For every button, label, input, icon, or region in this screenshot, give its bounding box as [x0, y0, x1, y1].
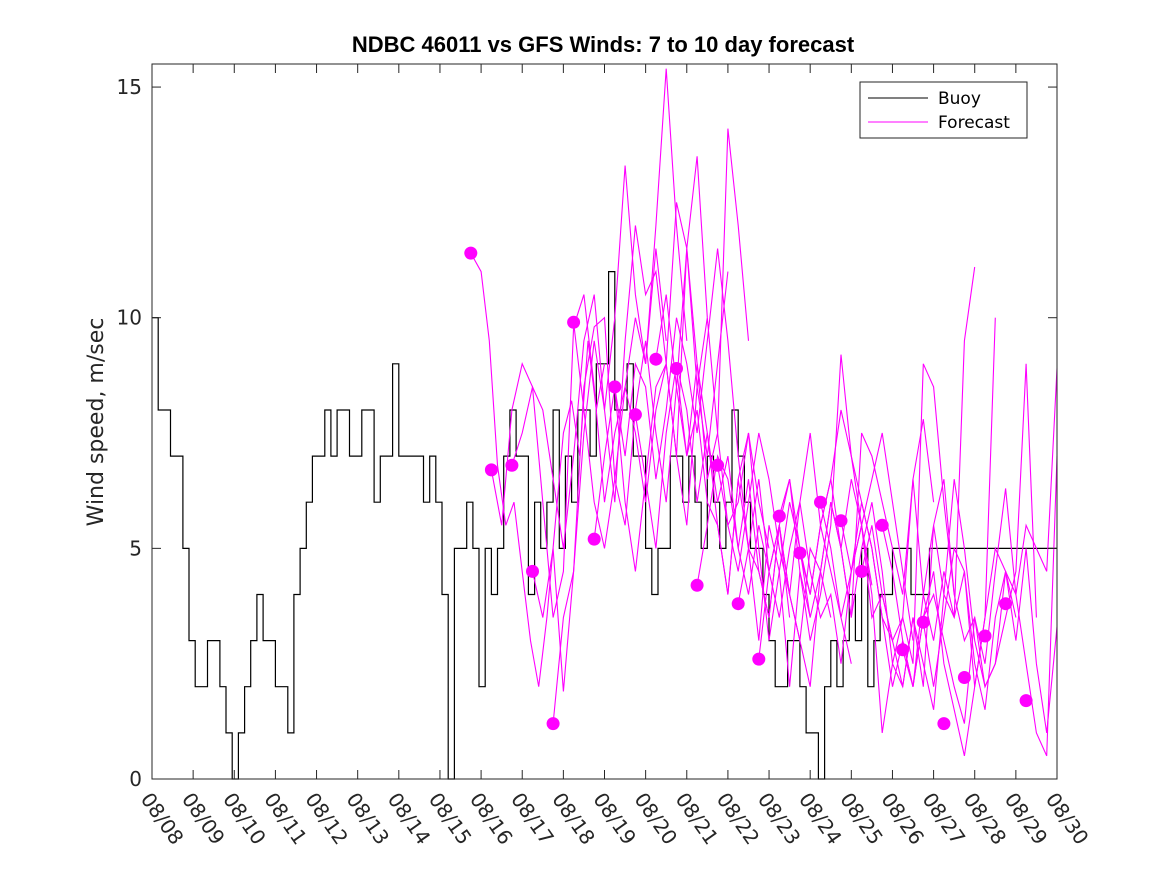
x-tick-label: 08/30	[1041, 788, 1094, 849]
forecast-marker	[690, 578, 704, 592]
plot-area: 05101508/0808/0908/1008/1108/1208/1308/1…	[117, 63, 1094, 849]
forecast-marker	[464, 246, 478, 260]
x-tick-label: 08/20	[630, 788, 683, 849]
legend: Buoy Forecast	[859, 81, 1028, 139]
forecast-marker	[567, 315, 581, 329]
x-tick-label: 08/12	[300, 788, 353, 849]
forecast-marker	[505, 458, 519, 472]
x-tick-label: 08/21	[671, 788, 724, 849]
forecast-marker	[752, 652, 766, 666]
forecast-marker	[937, 717, 951, 731]
forecast-marker	[772, 509, 786, 523]
y-axis-label: Wind speed, m/sec	[84, 318, 109, 527]
x-tick-label: 08/17	[506, 788, 559, 849]
forecast-marker	[957, 671, 971, 684]
forecast-marker	[814, 495, 827, 509]
x-tick-label: 08/08	[136, 788, 189, 849]
y-tick-label: 5	[129, 536, 142, 560]
forecast-marker	[1019, 694, 1033, 708]
x-tick-label: 08/23	[753, 788, 806, 849]
forecast-run-line-3	[511, 68, 688, 549]
chart-title: NDBC 46011 vs GFS Winds: 7 to 10 day for…	[352, 32, 855, 57]
y-tick-label: 10	[117, 306, 142, 330]
x-tick-label: 08/27	[917, 788, 970, 849]
forecast-run-line-12	[696, 454, 873, 664]
forecast-marker	[855, 564, 869, 578]
legend-forecast-label: Forecast	[938, 113, 1010, 133]
x-tick-label: 08/24	[794, 788, 847, 849]
forecast-marker	[546, 717, 560, 731]
forecast-marker	[731, 597, 745, 611]
x-tick-label: 08/29	[1000, 788, 1053, 849]
forecast-marker	[834, 514, 848, 528]
x-tick-label: 08/22	[712, 788, 765, 849]
x-tick-label: 08/26	[876, 788, 929, 849]
x-tick-label: 08/09	[177, 788, 230, 849]
x-tick-label: 08/11	[259, 788, 312, 849]
forecast-run-line-2	[490, 248, 667, 618]
forecast-marker	[484, 463, 498, 477]
x-tick-label: 08/13	[342, 788, 395, 849]
x-tick-label: 08/18	[547, 788, 600, 849]
x-tick-label: 08/16	[465, 788, 518, 849]
x-tick-label: 08/15	[424, 788, 477, 849]
forecast-run-line-8	[614, 248, 791, 618]
y-tick-label: 15	[117, 75, 142, 99]
forecast-run-line-6	[573, 128, 750, 549]
forecast-marker	[670, 362, 683, 375]
forecast-marker	[649, 352, 663, 366]
x-tick-label: 08/14	[383, 788, 436, 849]
forecast-marker	[999, 597, 1013, 611]
forecast-run-line-23	[922, 546, 1058, 733]
y-tick-label: 0	[129, 767, 142, 791]
x-tick-label: 08/25	[835, 788, 888, 849]
x-tick-label: 08/19	[588, 788, 641, 849]
forecast-marker	[916, 615, 930, 629]
forecast-marker	[978, 629, 992, 643]
forecast-run-line-14	[737, 354, 914, 641]
forecast-marker	[896, 643, 910, 657]
forecast-marker	[628, 408, 642, 422]
forecast-marker	[608, 380, 622, 394]
x-tick-label: 08/10	[218, 788, 271, 849]
forecast-marker	[587, 532, 601, 546]
x-tick-label: 08/28	[959, 788, 1012, 849]
legend-buoy-label: Buoy	[938, 89, 981, 109]
forecast-marker	[793, 546, 807, 560]
forecast-marker	[526, 564, 539, 578]
legend-box	[859, 81, 1028, 139]
forecast-marker	[711, 458, 725, 472]
forecast-marker	[875, 518, 889, 532]
